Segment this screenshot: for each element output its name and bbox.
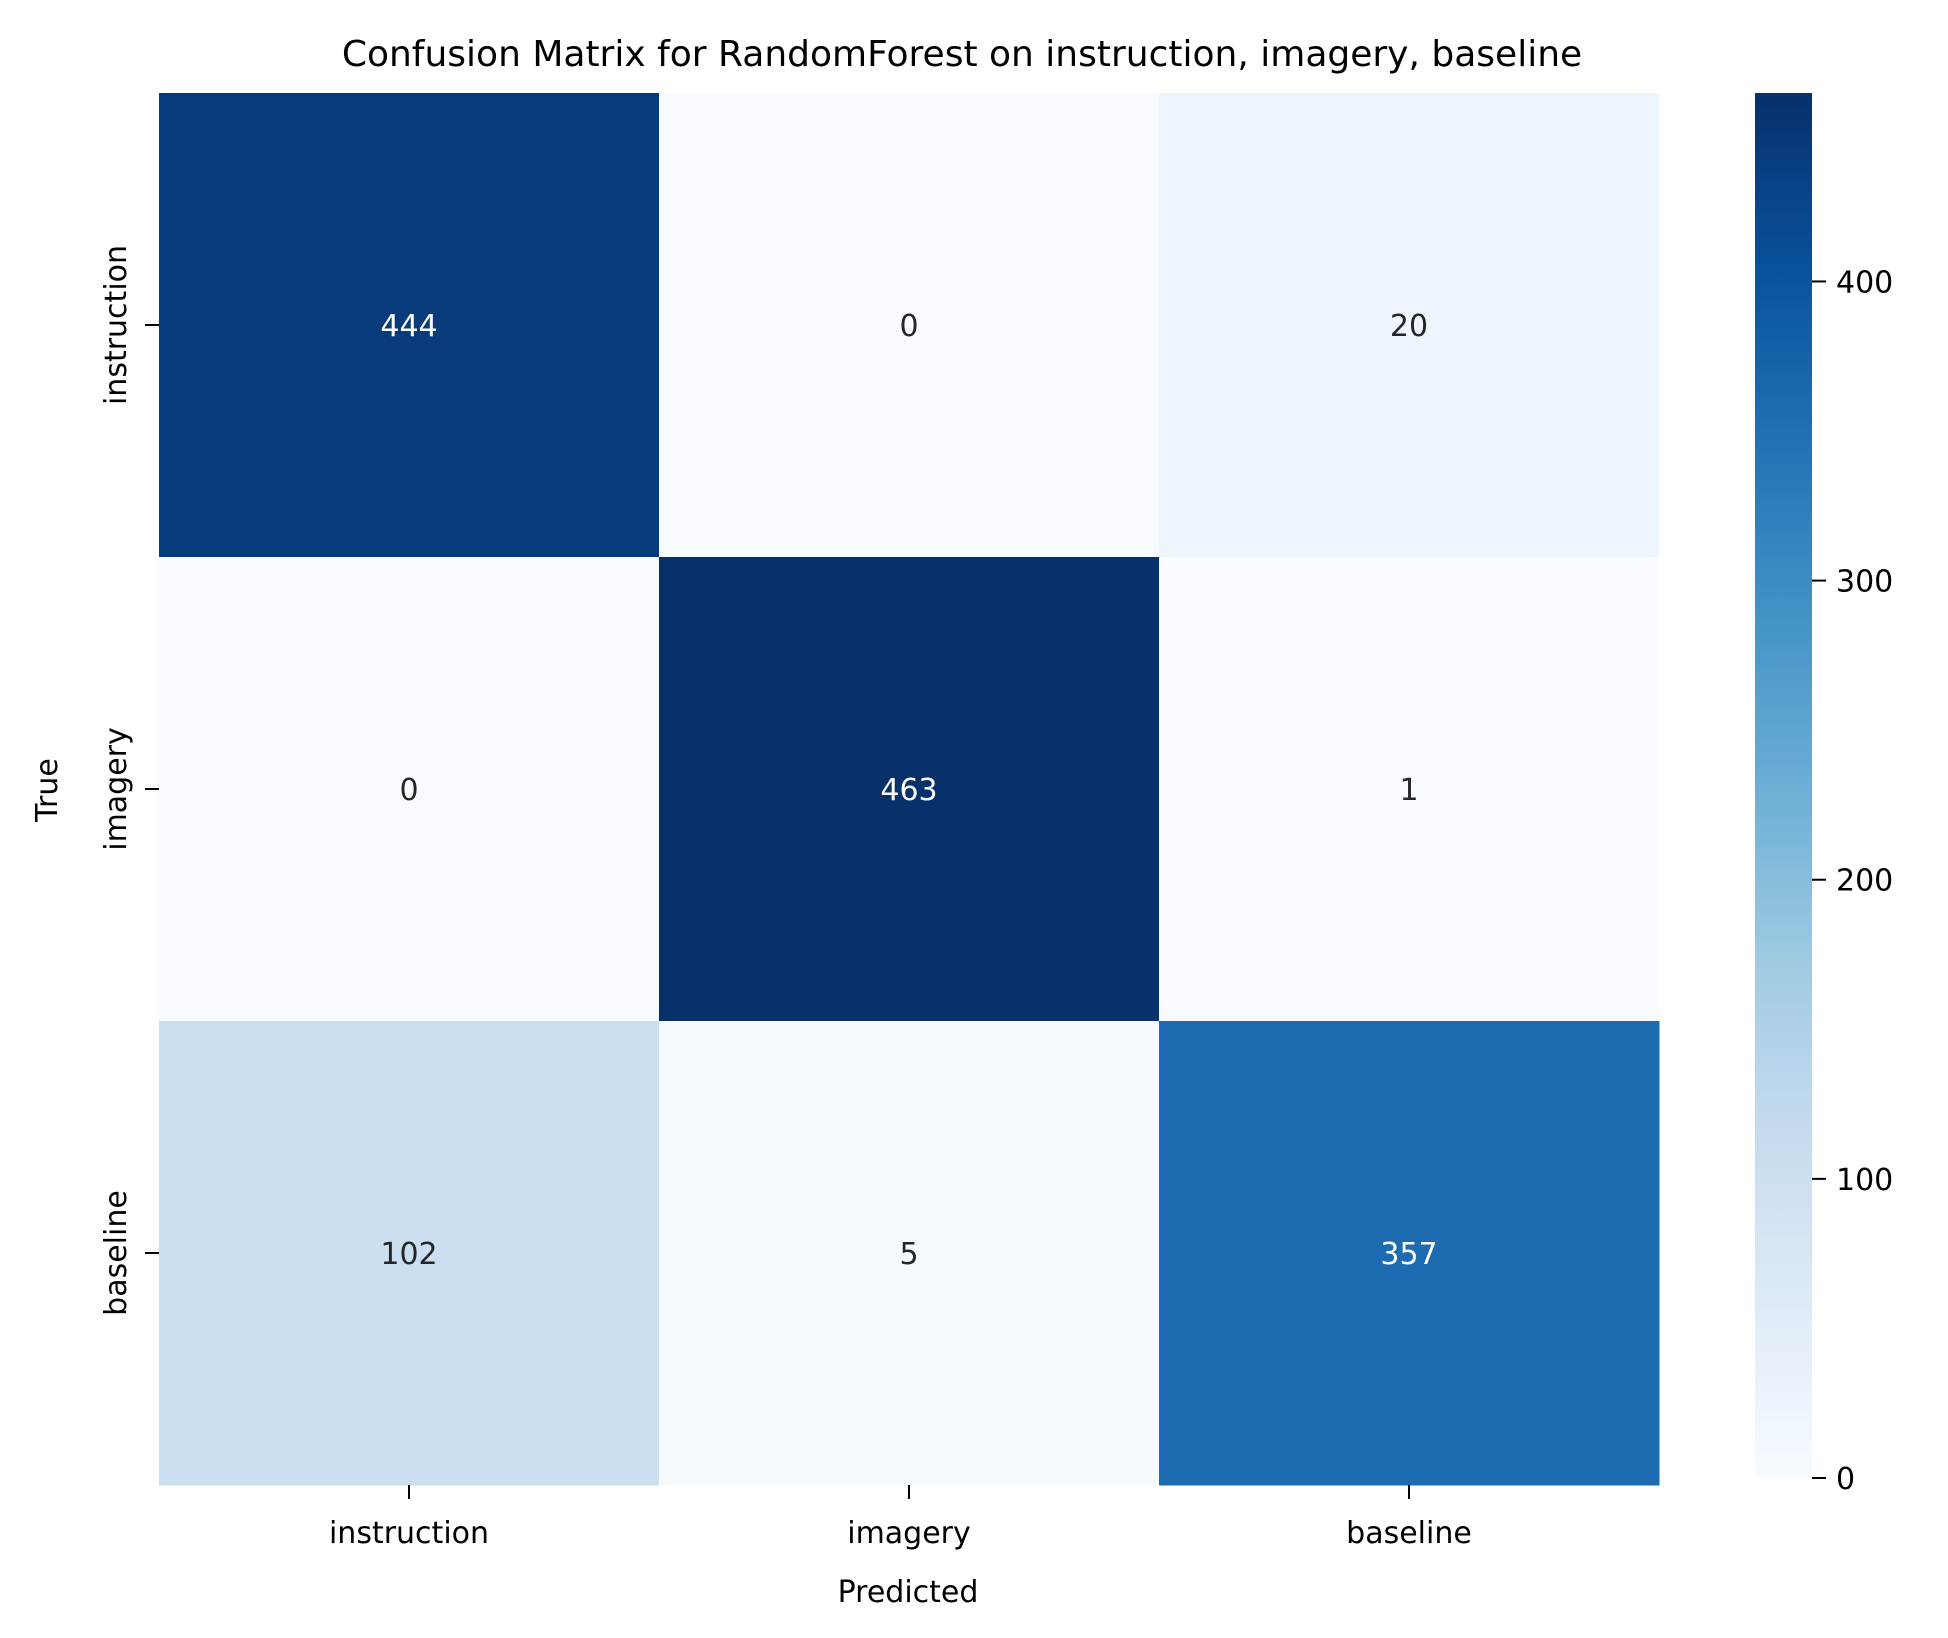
x-tick-label: instruction	[329, 1516, 489, 1551]
heatmap-cell	[159, 557, 660, 1022]
heatmap-cell	[1159, 1021, 1660, 1486]
x-axis: instruction imagery baseline	[329, 1485, 1472, 1551]
cell-value-label: 1	[1399, 773, 1418, 808]
colorbar-tick-label: 100	[1836, 1163, 1893, 1198]
y-axis-label: True	[30, 758, 65, 823]
y-tick-label: baseline	[99, 1190, 134, 1316]
heatmap-cell	[659, 557, 1160, 1022]
colorbar-tick-label: 200	[1836, 864, 1893, 899]
chart-title: Confusion Matrix for RandomForest on ins…	[342, 34, 1582, 75]
heatmap-cell	[1159, 93, 1660, 558]
y-tick-label: imagery	[99, 727, 134, 851]
y-tick-label: instruction	[99, 245, 134, 405]
heatmap-cell	[159, 93, 660, 558]
x-tick-label: imagery	[847, 1516, 971, 1551]
x-axis-label: Predicted	[838, 1575, 979, 1610]
cell-value-label: 357	[1380, 1237, 1437, 1272]
colorbar-tick-label: 400	[1836, 265, 1893, 300]
heatmap-grid: 444 0 20 0 463 1 102 5 357	[159, 93, 1660, 1486]
heatmap-cell	[659, 93, 1160, 558]
cell-value-label: 463	[880, 773, 937, 808]
y-axis: instruction imagery baseline	[99, 245, 159, 1316]
cell-value-label: 0	[399, 773, 418, 808]
heatmap-cell	[659, 1021, 1160, 1486]
colorbar	[1755, 93, 1812, 1478]
cell-value-label: 444	[380, 309, 437, 344]
heatmap-cell	[159, 1021, 660, 1486]
cell-value-label: 5	[899, 1237, 918, 1272]
colorbar-tick-label: 300	[1836, 565, 1893, 600]
cell-value-label: 20	[1390, 309, 1428, 344]
heatmap-cell	[1159, 557, 1660, 1022]
cell-value-label: 102	[380, 1237, 437, 1272]
cell-value-label: 0	[899, 309, 918, 344]
colorbar-axis: 0 100 200 300 400	[1812, 265, 1893, 1497]
x-tick-label: baseline	[1346, 1516, 1472, 1551]
colorbar-tick-label: 0	[1836, 1462, 1855, 1497]
